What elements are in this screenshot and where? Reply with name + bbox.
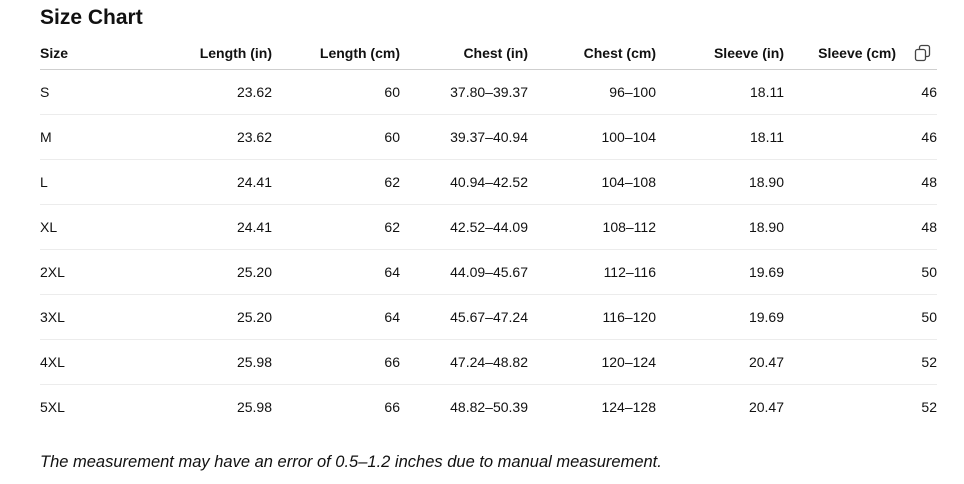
table-cell: XL — [40, 204, 144, 250]
table-cell: M — [40, 114, 144, 160]
table-cell: 64 — [272, 294, 400, 340]
table-cell: 64 — [272, 249, 400, 295]
table-cell: 25.98 — [144, 339, 272, 385]
table-cell: 25.20 — [144, 249, 272, 295]
table-cell: 18.90 — [656, 159, 784, 205]
table-cell: S — [40, 69, 144, 115]
table-row: S 23.62 60 37.80–39.37 96–100 18.11 46 — [40, 69, 937, 115]
table-cell: 52 — [784, 339, 937, 385]
table-cell: 47.24–48.82 — [400, 339, 528, 385]
column-header: Length (in) — [144, 36, 272, 70]
table-cell: 46 — [784, 114, 937, 160]
table-row: M 23.62 60 39.37–40.94 100–104 18.11 46 — [40, 114, 937, 160]
column-header: Sleeve (cm) — [784, 36, 937, 70]
table-cell: 18.11 — [656, 69, 784, 115]
table-cell: 104–108 — [528, 159, 656, 205]
table-cell: 23.62 — [144, 69, 272, 115]
copy-button[interactable] — [914, 44, 932, 62]
table-cell: 52 — [921, 399, 937, 415]
table-cell: 44.09–45.67 — [400, 249, 528, 295]
table-cell: 50 — [784, 294, 937, 340]
table-cell: 25.98 — [236, 399, 272, 415]
table-cell: 60 — [272, 114, 400, 160]
table-cell: 48.82–50.39 — [450, 399, 528, 415]
table-cell: 20.47 — [748, 399, 784, 415]
table-cell: 96–100 — [528, 69, 656, 115]
table-cell: L — [40, 159, 144, 205]
table-cell: 2XL — [40, 249, 144, 295]
table-cell: 60 — [272, 69, 400, 115]
table-row: 5XL 25.98 66 48.82–50.39 124–128 20.47 52 — [40, 385, 937, 430]
table-cell: 100–104 — [528, 114, 656, 160]
table-cell: 120–124 — [528, 339, 656, 385]
size-table: Size Length (in) Length (cm) Chest (in) Ches… — [40, 36, 937, 429]
table-cell: 24.41 — [144, 204, 272, 250]
table-cell: 50 — [784, 249, 937, 295]
table-row: XL 24.41 62 42.52–44.09 108–112 18.90 48 — [40, 204, 937, 250]
table-cell: 46 — [784, 69, 937, 115]
table-cell: 62 — [272, 159, 400, 205]
table-cell: 18.11 — [656, 114, 784, 160]
table-cell: 5XL — [40, 399, 65, 415]
table-cell: 48 — [784, 204, 937, 250]
table-cell: 42.52–44.09 — [400, 204, 528, 250]
column-header: Chest (cm) — [528, 36, 656, 70]
table-cell: 66 — [272, 339, 400, 385]
table-cell: 39.37–40.94 — [400, 114, 528, 160]
column-header: Sleeve (in) — [656, 36, 784, 70]
table-cell: 3XL — [40, 294, 144, 340]
table-head: Size Length (in) Length (cm) Chest (in) Ches… — [40, 36, 937, 70]
table-cell: 108–112 — [528, 204, 656, 250]
title: Size Chart — [40, 6, 143, 29]
table-body: S 23.62 60 37.80–39.37 96–100 18.11 46 M 23.62 60… — [40, 69, 937, 430]
table-cell: 37.80–39.37 — [400, 69, 528, 115]
table-cell: 20.47 — [656, 339, 784, 385]
table-cell: 48 — [784, 159, 937, 205]
table-cell: 19.69 — [656, 249, 784, 295]
table-cell: 112–116 — [528, 249, 656, 295]
table-row: L 24.41 62 40.94–42.52 104–108 18.90 48 — [40, 159, 937, 205]
table-cell: 124–128 — [601, 399, 656, 415]
column-header: Length (cm) — [272, 36, 400, 70]
table-cell: 66 — [384, 399, 400, 415]
footnote: The measurement may have an error of 0.5… — [40, 453, 662, 471]
table-cell: 40.94–42.52 — [400, 159, 528, 205]
table-row: 3XL 25.20 64 45.67–47.24 116–120 19.69 50 — [40, 294, 937, 340]
table-cell: 45.67–47.24 — [400, 294, 528, 340]
table-row: 2XL 25.20 64 44.09–45.67 112–116 19.69 50 — [40, 249, 937, 295]
table-cell: 18.90 — [656, 204, 784, 250]
column-header: Size — [40, 36, 144, 70]
table-cell: 23.62 — [144, 114, 272, 160]
table-cell: 19.69 — [656, 294, 784, 340]
header-row: Size Length (in) Length (cm) Chest (in) Ches… — [40, 36, 937, 70]
table-cell: 4XL — [40, 339, 144, 385]
table-row: 4XL 25.98 66 47.24–48.82 120–124 20.47 52 — [40, 339, 937, 385]
column-header: Chest (in) — [400, 36, 528, 70]
table-cell: 62 — [272, 204, 400, 250]
table-cell: 25.20 — [144, 294, 272, 340]
table-cell: 116–120 — [528, 294, 656, 340]
table-cell: 24.41 — [144, 159, 272, 205]
